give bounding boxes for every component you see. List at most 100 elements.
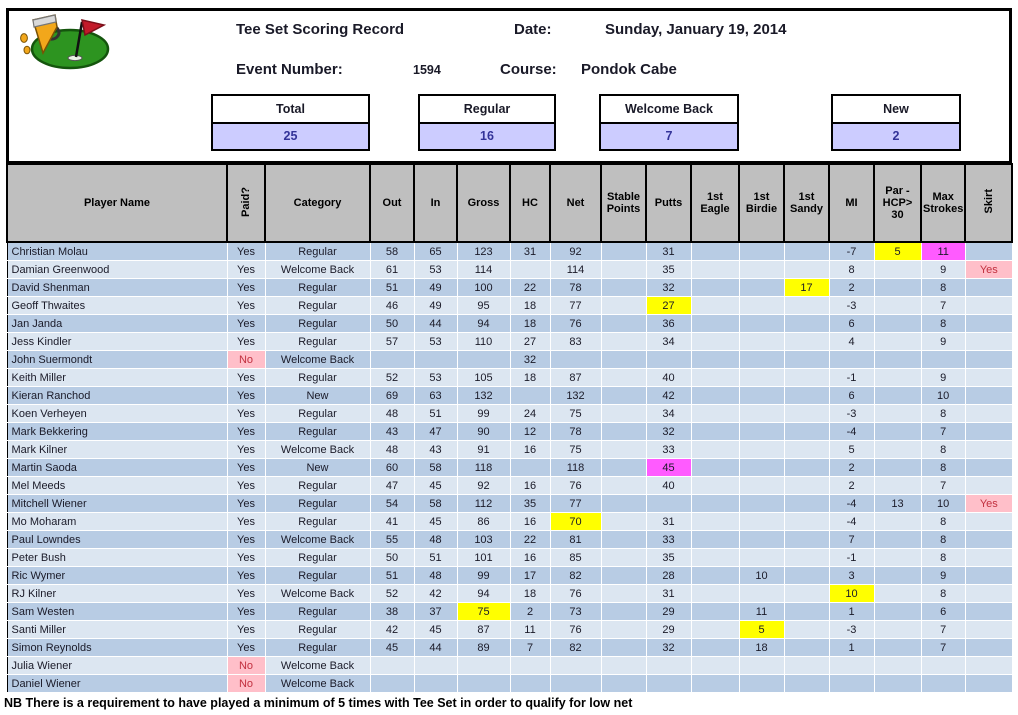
cell-1st-sandy[interactable]: [784, 350, 830, 369]
cell-net[interactable]: 76: [550, 314, 602, 333]
cell-skirt[interactable]: [965, 422, 1013, 441]
cell-hc[interactable]: 12: [510, 422, 551, 441]
cell-putts[interactable]: 28: [646, 566, 692, 585]
cell-1st-sandy[interactable]: [784, 530, 830, 549]
cell-putts[interactable]: 42: [646, 386, 692, 405]
cell-gross[interactable]: 101: [457, 548, 511, 567]
cell-in[interactable]: 58: [414, 494, 458, 513]
cell-out[interactable]: 43: [370, 422, 415, 441]
cell-hc[interactable]: 18: [510, 296, 551, 315]
cell-putts[interactable]: 29: [646, 620, 692, 639]
cell-skirt[interactable]: [965, 440, 1013, 459]
cell-max-strokes[interactable]: 8: [921, 440, 966, 459]
cell-in[interactable]: 43: [414, 440, 458, 459]
cell-1st-eagle[interactable]: [691, 566, 740, 585]
cell-paid[interactable]: Yes: [227, 620, 266, 639]
cell-category[interactable]: Regular: [265, 548, 371, 567]
cell-skirt[interactable]: [965, 638, 1013, 657]
cell-1st-birdie[interactable]: [739, 278, 785, 297]
cell-mi[interactable]: -4: [829, 494, 875, 513]
cell-putts[interactable]: 45: [646, 458, 692, 477]
cell-paid[interactable]: Yes: [227, 314, 266, 333]
cell-skirt[interactable]: [965, 602, 1013, 621]
cell-stable-points[interactable]: [601, 242, 647, 261]
cell-hc[interactable]: [510, 656, 551, 675]
summary-value[interactable]: 7: [601, 124, 737, 149]
cell-mi[interactable]: -4: [829, 422, 875, 441]
cell-hc[interactable]: [510, 674, 551, 693]
cell-category[interactable]: Regular: [265, 476, 371, 495]
cell-in[interactable]: [414, 674, 458, 693]
cell-net[interactable]: 83: [550, 332, 602, 351]
cell-paid[interactable]: Yes: [227, 242, 266, 261]
cell-putts[interactable]: 35: [646, 548, 692, 567]
cell-max-strokes[interactable]: 7: [921, 422, 966, 441]
cell-stable-points[interactable]: [601, 440, 647, 459]
cell-1st-eagle[interactable]: [691, 638, 740, 657]
cell-hc[interactable]: 11: [510, 620, 551, 639]
cell-player-name[interactable]: Mark Kilner: [7, 440, 228, 459]
cell-paid[interactable]: Yes: [227, 332, 266, 351]
cell-1st-birdie[interactable]: [739, 404, 785, 423]
cell-paid[interactable]: Yes: [227, 386, 266, 405]
cell-net[interactable]: 85: [550, 548, 602, 567]
cell-mi[interactable]: 5: [829, 440, 875, 459]
cell-par-hcp-30[interactable]: [874, 620, 922, 639]
cell-1st-birdie[interactable]: [739, 386, 785, 405]
cell-stable-points[interactable]: [601, 314, 647, 333]
cell-1st-sandy[interactable]: [784, 368, 830, 387]
cell-category[interactable]: Regular: [265, 566, 371, 585]
cell-1st-eagle[interactable]: [691, 296, 740, 315]
cell-stable-points[interactable]: [601, 530, 647, 549]
cell-putts[interactable]: [646, 350, 692, 369]
cell-gross[interactable]: 112: [457, 494, 511, 513]
cell-category[interactable]: Regular: [265, 314, 371, 333]
cell-gross[interactable]: 123: [457, 242, 511, 261]
cell-par-hcp-30[interactable]: [874, 404, 922, 423]
cell-1st-sandy[interactable]: [784, 404, 830, 423]
cell-out[interactable]: [370, 674, 415, 693]
cell-net[interactable]: [550, 656, 602, 675]
cell-stable-points[interactable]: [601, 674, 647, 693]
cell-max-strokes[interactable]: 9: [921, 566, 966, 585]
cell-par-hcp-30[interactable]: [874, 314, 922, 333]
cell-in[interactable]: 53: [414, 260, 458, 279]
cell-player-name[interactable]: Simon Reynolds: [7, 638, 228, 657]
cell-player-name[interactable]: John Suermondt: [7, 350, 228, 369]
cell-stable-points[interactable]: [601, 404, 647, 423]
cell-paid[interactable]: Yes: [227, 296, 266, 315]
cell-par-hcp-30[interactable]: [874, 602, 922, 621]
cell-1st-sandy[interactable]: [784, 422, 830, 441]
cell-in[interactable]: 51: [414, 548, 458, 567]
cell-gross[interactable]: 94: [457, 314, 511, 333]
cell-max-strokes[interactable]: 10: [921, 386, 966, 405]
cell-net[interactable]: 77: [550, 296, 602, 315]
cell-putts[interactable]: 31: [646, 512, 692, 531]
cell-in[interactable]: [414, 350, 458, 369]
cell-out[interactable]: 45: [370, 638, 415, 657]
cell-skirt[interactable]: [965, 368, 1013, 387]
cell-par-hcp-30[interactable]: [874, 386, 922, 405]
cell-skirt[interactable]: [965, 458, 1013, 477]
cell-mi[interactable]: 3: [829, 566, 875, 585]
cell-par-hcp-30[interactable]: [874, 350, 922, 369]
cell-in[interactable]: 45: [414, 512, 458, 531]
cell-in[interactable]: 49: [414, 296, 458, 315]
cell-category[interactable]: Welcome Back: [265, 674, 371, 693]
cell-player-name[interactable]: Daniel Wiener: [7, 674, 228, 693]
cell-1st-birdie[interactable]: [739, 548, 785, 567]
cell-hc[interactable]: 22: [510, 278, 551, 297]
cell-player-name[interactable]: Julia Wiener: [7, 656, 228, 675]
cell-mi[interactable]: -3: [829, 404, 875, 423]
cell-in[interactable]: 53: [414, 332, 458, 351]
cell-net[interactable]: 82: [550, 638, 602, 657]
cell-stable-points[interactable]: [601, 620, 647, 639]
cell-max-strokes[interactable]: 10: [921, 494, 966, 513]
cell-putts[interactable]: 32: [646, 638, 692, 657]
cell-1st-sandy[interactable]: [784, 548, 830, 567]
cell-skirt[interactable]: [965, 566, 1013, 585]
cell-max-strokes[interactable]: 8: [921, 458, 966, 477]
cell-in[interactable]: 65: [414, 242, 458, 261]
cell-gross[interactable]: 103: [457, 530, 511, 549]
cell-stable-points[interactable]: [601, 278, 647, 297]
